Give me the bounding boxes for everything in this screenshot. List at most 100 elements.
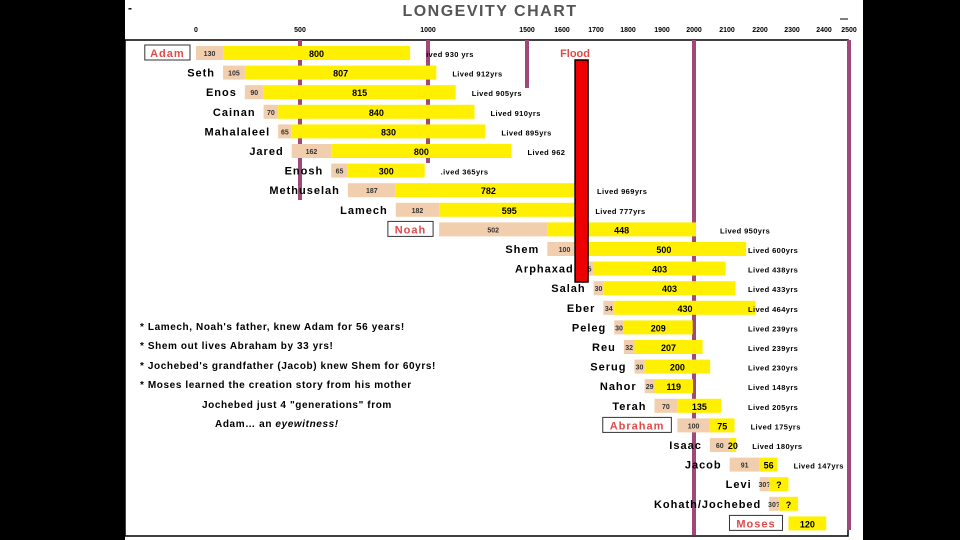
vertical-line: [298, 40, 302, 200]
row-cainan: Cainan 70 840 Lived 910yrs: [213, 104, 540, 119]
bar-before-child: [223, 65, 245, 80]
ancestor-name: Salah: [551, 283, 585, 295]
bar-after-label: 135: [692, 402, 707, 412]
row-reu: Reu 32 207 Lived 239yrs: [592, 340, 798, 354]
ancestor-name: Kohath/Jochebed: [654, 499, 761, 511]
bar-after-label: 800: [414, 147, 429, 157]
ancestor-name: Moses: [736, 518, 775, 530]
lived-label: Lived 239yrs: [748, 344, 798, 353]
row-moses: Moses 120: [728, 514, 827, 531]
bar-after-child: [614, 300, 756, 315]
note-6-emphasis: eyewitness!: [275, 419, 338, 430]
note-2: * Shem out lives Abraham by 33 yrs!: [140, 341, 333, 352]
ancestor-name: Serug: [590, 362, 626, 374]
bar-before-child: [291, 144, 332, 158]
bar-before-child: [439, 222, 548, 237]
flood-bar: [574, 59, 589, 283]
lived-label: .ived 365yrs: [441, 168, 489, 177]
lived-label: Lived 148yrs: [748, 383, 798, 392]
bar-after-child: [347, 163, 425, 178]
bar-after-child: [644, 359, 711, 374]
bar-before-label: 34: [605, 306, 613, 313]
x-tick-label: 500: [294, 27, 306, 34]
bar-after-child: [677, 398, 722, 413]
bar-before-label: 60: [716, 443, 724, 450]
bar-after-child: [778, 496, 799, 511]
row-nahor: Nahor 29 119 Lived 148yrs: [600, 379, 798, 394]
bar-before-child: [547, 242, 582, 256]
bar-before-child: [347, 183, 396, 198]
bar-after-child: [709, 418, 735, 433]
bar-before-child: [709, 438, 730, 452]
bar-before-child: [593, 281, 604, 296]
bar-before-child: [395, 202, 440, 217]
bar-after-child: [593, 261, 726, 276]
bar-after-label: 815: [352, 88, 367, 98]
bar-after-child: [223, 46, 411, 60]
bar-after-child: [623, 320, 693, 335]
row-terah: Terah 70 135 Lived 205yrs: [612, 398, 798, 413]
row-kohath-jochebed: Kohath/Jochebed 30??: [654, 496, 799, 511]
notes: * Lamech, Noah's father, knew Adam for 5…: [140, 322, 435, 430]
bar-after-label: 807: [333, 69, 348, 79]
lived-label: Lived 239yrs: [748, 324, 798, 333]
x-tick-label: 1700: [588, 27, 604, 34]
ancestor-name: Arphaxad: [515, 264, 574, 276]
note-6: Adam… an eyewitness!: [215, 419, 339, 430]
bar-after-label: 403: [652, 265, 667, 275]
x-tick-label: 2400: [816, 27, 832, 34]
bar-before-label: 105: [228, 71, 240, 78]
ancestor-name: Enos: [206, 87, 237, 99]
row-enos: Enos 90 815 Lived 905yrs: [206, 85, 522, 100]
x-tick-label: 2000: [686, 27, 702, 34]
x-tick-label: 1600: [554, 27, 570, 34]
bar-before-child: [623, 340, 635, 354]
bar-before-child: [603, 300, 615, 315]
row-jacob: Jacob 91 56 Lived 147yrs: [685, 457, 843, 472]
ancestor-name: Adam: [150, 48, 185, 60]
lived-label: Lived 962: [528, 148, 566, 157]
lived-label: Lived 205yrs: [748, 403, 798, 412]
lived-label: Lived 230yrs: [748, 364, 798, 373]
bar-before-label: 91: [741, 463, 749, 470]
bar-after-child: [439, 202, 580, 217]
ancestor-name: Isaac: [669, 440, 702, 452]
bar-after-label: 20: [728, 441, 738, 451]
bar-before-label: 65: [281, 129, 289, 136]
bar-before-label: 100: [559, 247, 571, 254]
bar-before-label: 187: [366, 188, 378, 195]
row-isaac: Isaac 60 20 Lived 180yrs: [669, 438, 802, 452]
name-box: [602, 416, 672, 433]
row-lamech: Lamech 182 595 Lived 777yrs: [340, 202, 645, 217]
bar-after-label: 830: [381, 127, 396, 137]
bar-after-label: 448: [614, 225, 629, 235]
x-axis: 0 500 1000 1500 1600 1700 1800 1900 2000 2100 2200…: [194, 27, 857, 34]
note-4: * Moses learned the creation story from …: [140, 380, 412, 391]
vertical-line: [847, 40, 851, 530]
bar-after-label: 840: [369, 108, 384, 118]
note-1: * Lamech, Noah's father, knew Adam for 5…: [140, 322, 405, 333]
bar-after-label: 430: [677, 304, 692, 314]
ancestor-name: Noah: [395, 224, 427, 236]
bar-after-label: 56: [764, 461, 774, 471]
ancestor-name: Terah: [612, 401, 646, 413]
ancestor-name: Jared: [249, 146, 283, 158]
bar-after-label: ?: [776, 480, 782, 490]
ancestor-name: Enosh: [285, 166, 324, 178]
bar-before-child: [769, 496, 779, 511]
bar-before-child: [677, 418, 710, 433]
bar-after-child: [244, 65, 437, 80]
bar-before-child: [634, 359, 645, 374]
bar-after-label: 209: [651, 323, 666, 333]
vertical-line: [525, 40, 529, 88]
lived-label: Lived 905yrs: [472, 89, 522, 98]
bar-after-child: [759, 457, 778, 472]
x-tick-label: 1900: [654, 27, 670, 34]
bar-after-label: 403: [662, 284, 677, 294]
lived-label: Lived 433yrs: [748, 285, 798, 294]
row-serug: Serug 30 200 Lived 230yrs: [590, 359, 798, 374]
row-salah: Salah 30 403 Lived 433yrs: [551, 281, 798, 296]
bar-before-child: [614, 320, 624, 335]
row-methuselah: Methuselah 187 782 Lived 969yrs: [269, 183, 647, 198]
bar-before-label: 29: [646, 384, 654, 391]
